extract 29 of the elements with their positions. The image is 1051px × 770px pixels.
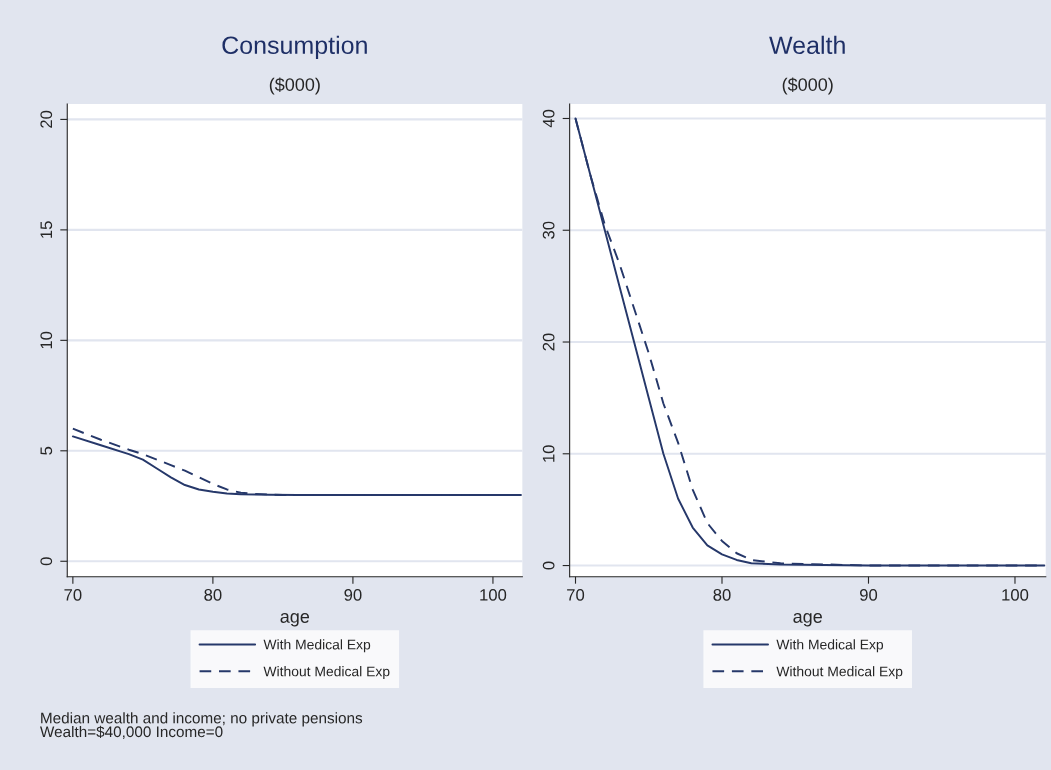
legend-label: With Medical Exp (776, 639, 884, 653)
y-tick-label: 20 (40, 110, 53, 128)
x-tick-label: 100 (480, 588, 507, 601)
text: Median wealth and income; no private pensions Wealth=$40,000 Income=0 (40, 712, 363, 739)
x-tick-label: 90 (344, 588, 362, 601)
y-tick-label: 0 (542, 561, 555, 570)
y-tick-label: 10 (40, 331, 53, 349)
chart-subtitle: ($000) (269, 77, 320, 95)
y-tick-label: 30 (542, 221, 555, 239)
x-tick-label: 100 (1002, 588, 1029, 601)
y-tick-label: 20 (542, 333, 555, 351)
x-axis-title: age (280, 613, 310, 627)
x-tick-label: 80 (713, 588, 731, 601)
chart-subtitle: ($000) (782, 77, 833, 95)
y-tick-label: 5 (40, 446, 53, 455)
x-tick-label: 70 (567, 588, 585, 601)
y-tick-label: 40 (542, 109, 555, 128)
chart-title: Consumption (222, 35, 367, 60)
chart-title: Wealth (769, 35, 845, 55)
x-axis-title: age (793, 613, 822, 627)
legend-label: Without Medical Exp (776, 666, 903, 680)
x-tick-label: 90 (860, 588, 878, 601)
x-tick-label: 70 (64, 588, 82, 601)
x-tick-label: 80 (204, 588, 222, 601)
legend-label: Without Medical Exp (263, 666, 390, 680)
y-tick-label: 10 (542, 445, 555, 462)
y-tick-label: 15 (40, 221, 53, 238)
y-tick-label: 0 (40, 557, 53, 566)
legend-label: With Medical Exp (263, 639, 371, 653)
